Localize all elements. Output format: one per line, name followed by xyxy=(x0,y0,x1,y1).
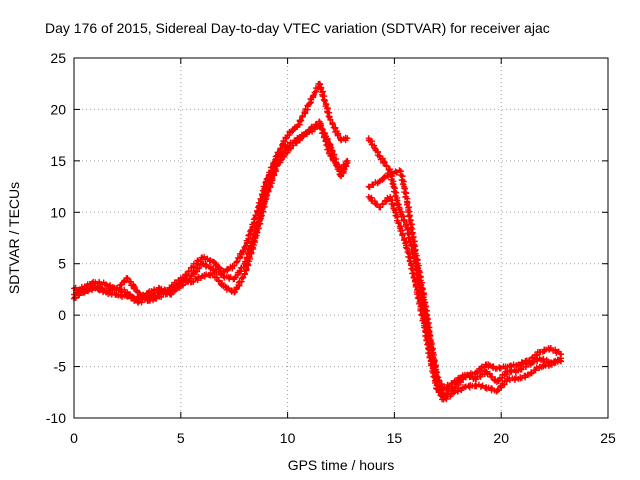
data-marker-trail xyxy=(231,260,248,282)
y-tick-label: 15 xyxy=(50,153,66,169)
data-marker-trail xyxy=(222,283,236,295)
axis-ticks xyxy=(73,57,609,419)
data-marker-trail xyxy=(211,270,226,289)
data-marker-trail xyxy=(296,102,311,128)
data-marker-trail xyxy=(328,153,343,173)
data-marker-trail xyxy=(403,200,419,255)
data-marker-trail xyxy=(376,153,393,173)
data-series xyxy=(365,193,565,403)
data-marker-trail xyxy=(317,81,333,121)
data-marker-trail xyxy=(286,123,301,138)
x-tick-label: 15 xyxy=(387,430,403,446)
data-marker-trail xyxy=(167,276,182,292)
data-marker-trail xyxy=(241,216,258,251)
data-marker-trail xyxy=(274,149,291,167)
data-marker-trail xyxy=(397,168,411,205)
data-marker-trail xyxy=(263,153,279,183)
data-marker-trail xyxy=(252,195,270,240)
data-point xyxy=(344,135,351,142)
data-marker-trail xyxy=(494,377,510,394)
x-tick-label: 5 xyxy=(177,430,185,446)
data-marker-trail xyxy=(412,252,427,301)
y-tick-label: 10 xyxy=(50,204,66,220)
data-marker-trail xyxy=(365,137,382,159)
data-marker-trail xyxy=(124,275,141,295)
data-marker-trail xyxy=(71,288,87,301)
y-tick-labels: -10 -5 0 5 10 15 20 25 xyxy=(46,50,66,426)
y-tick-label: 0 xyxy=(58,307,66,323)
data-marker-trail xyxy=(386,195,401,224)
data-marker-trail xyxy=(327,116,344,143)
y-axis-label: SDTVAR / TECUs xyxy=(6,182,22,294)
chart-title: Day 176 of 2015, Sidereal Day-to-day VTE… xyxy=(45,20,550,36)
data-marker-trail xyxy=(190,273,205,285)
data-marker-trail xyxy=(201,270,214,280)
x-tick-label: 0 xyxy=(70,430,78,446)
data-marker-trail xyxy=(387,167,403,177)
data-marker-trail xyxy=(435,374,446,392)
data-marker-trail xyxy=(231,271,248,295)
data-marker-trail xyxy=(421,324,434,364)
y-tick-label: 20 xyxy=(50,101,66,117)
data-marker-trail xyxy=(231,247,247,269)
data-marker-trail xyxy=(403,245,419,285)
data-marker-trail xyxy=(263,163,280,199)
data-marker-trail xyxy=(484,370,499,384)
data-marker-trail xyxy=(296,128,311,144)
data-point xyxy=(558,355,565,362)
plot-area xyxy=(71,80,565,403)
data-series xyxy=(71,118,351,306)
data-marker-trail xyxy=(473,381,489,392)
data-point xyxy=(344,157,351,164)
y-tick-label: -10 xyxy=(46,410,66,426)
data-marker-trail xyxy=(395,220,410,251)
data-marker-trail xyxy=(189,261,205,278)
y-tick-label: -5 xyxy=(54,359,67,375)
grid xyxy=(74,58,608,418)
plot-frame xyxy=(73,57,609,419)
data-marker-trail xyxy=(274,134,290,157)
x-tick-label: 25 xyxy=(600,430,616,446)
data-marker-trail xyxy=(317,120,333,157)
data-marker-trail xyxy=(201,253,214,265)
data-marker-trail xyxy=(366,179,381,191)
x-tick-label: 20 xyxy=(493,430,509,446)
data-marker-trail xyxy=(412,282,428,327)
data-marker-trail xyxy=(396,205,410,230)
y-tick-label: 5 xyxy=(58,256,66,272)
x-axis-label: GPS time / hours xyxy=(288,457,395,473)
data-marker-trail xyxy=(241,237,258,277)
data-marker-trail xyxy=(506,374,520,384)
data-marker-trail xyxy=(285,138,300,153)
x-tick-labels: 0 5 10 15 20 25 xyxy=(70,430,616,446)
data-marker-trail xyxy=(252,179,270,219)
y-tick-label: 25 xyxy=(50,50,66,66)
data-marker-trail xyxy=(548,356,562,368)
data-marker-trail xyxy=(441,380,456,392)
data-marker-trail xyxy=(442,390,457,403)
data-marker-trail xyxy=(427,360,440,392)
x-tick-label: 10 xyxy=(280,430,296,446)
